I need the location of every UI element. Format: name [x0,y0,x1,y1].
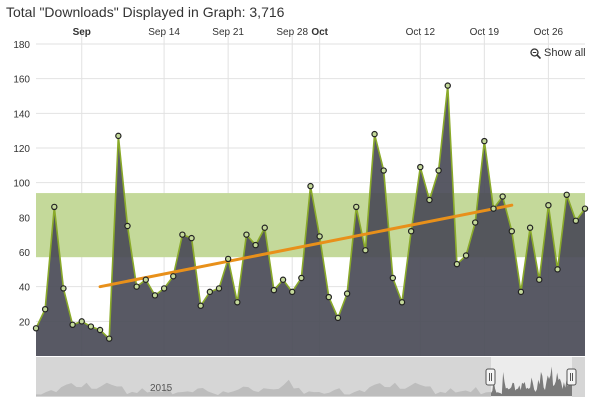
data-point[interactable] [563,191,570,198]
y-tick-label: 120 [13,144,30,155]
x-tick-label: Oct 19 [470,27,500,38]
y-axis-ticks: 20 40 60 80 100 120 140 160 180 [13,40,30,328]
data-point[interactable] [517,288,525,296]
data-point[interactable] [426,196,433,204]
data-point[interactable] [362,247,369,254]
data-point[interactable] [462,252,470,259]
x-tick-label: Oct 26 [534,27,564,38]
data-point[interactable] [398,299,406,306]
data-point[interactable] [298,274,305,282]
data-point[interactable] [261,224,268,231]
x-tick-label: Sep 28 [276,27,308,38]
data-point[interactable] [526,224,534,231]
data-point[interactable] [325,293,332,301]
data-point[interactable] [215,285,223,292]
data-point[interactable] [188,234,195,242]
data-point[interactable] [270,286,278,294]
data-point[interactable] [453,260,461,268]
x-tick-label: Oct 12 [406,27,436,38]
data-point[interactable] [353,203,360,211]
trendline-layer [98,203,514,289]
data-point[interactable] [572,217,580,224]
data-point[interactable] [41,306,49,313]
data-point[interactable] [96,326,104,334]
data-point[interactable] [343,290,351,297]
data-point[interactable] [417,163,424,171]
x-tick-label: Oct [311,27,328,38]
data-point[interactable] [160,285,168,292]
points-layer [32,82,589,342]
data-point[interactable] [444,82,451,89]
zoom-icon [530,47,541,59]
data-point[interactable] [581,205,589,212]
area-layer [35,85,586,356]
data-point[interactable] [32,325,40,332]
y-tick-label: 20 [19,317,31,328]
data-point[interactable] [105,335,113,342]
y-tick-label: 40 [19,283,31,294]
trend-line [98,203,514,289]
data-point[interactable] [371,130,378,138]
data-point[interactable] [51,203,58,211]
data-point[interactable] [170,273,177,280]
data-point[interactable] [389,274,397,282]
y-tick-label: 180 [13,40,30,51]
data-point[interactable] [234,299,241,306]
data-point[interactable] [243,231,250,238]
data-point[interactable] [133,283,140,290]
data-point[interactable] [490,205,497,212]
data-point[interactable] [115,132,122,140]
data-point[interactable] [499,193,506,200]
data-point[interactable] [151,292,159,299]
y-tick-label: 100 [13,179,30,190]
data-point[interactable] [206,288,214,296]
data-point[interactable] [124,222,131,230]
navigator-sparkline [36,366,572,396]
graph-title: Total "Downloads" Displayed in Graph: 3,… [6,4,285,20]
data-point[interactable] [334,314,342,322]
navigator-right-handle[interactable] [566,368,577,386]
series-area [36,85,585,356]
data-point[interactable] [472,219,479,226]
data-point[interactable] [87,323,95,330]
data-point[interactable] [435,167,442,174]
x-tick-label: Sep [73,27,91,38]
y-tick-label: 140 [13,109,30,120]
data-point[interactable] [69,321,76,328]
navigator-left-handle[interactable] [485,368,496,386]
navigator-year-label: 2015 [150,383,173,394]
data-point[interactable] [380,167,387,174]
y-tick-label: 80 [19,213,31,224]
data-point[interactable] [60,285,67,292]
y-tick-label: 160 [13,75,30,86]
data-point[interactable] [224,255,232,263]
show-all-label: Show all [544,47,586,59]
navigator-history-area [36,379,491,396]
data-point[interactable] [316,233,323,240]
x-tick-label: Sep 14 [148,27,180,38]
data-point[interactable] [142,276,149,283]
data-point[interactable] [545,201,552,209]
data-point[interactable] [197,302,204,309]
x-tick-label: Sep 21 [212,27,244,38]
data-point[interactable] [179,231,186,238]
data-point[interactable] [536,276,543,283]
data-point[interactable] [252,241,259,249]
data-point[interactable] [307,182,314,190]
y-tick-label: 60 [19,248,31,259]
navigator-bar[interactable]: 2015 [36,357,585,397]
data-point[interactable] [279,276,287,283]
data-point[interactable] [407,227,415,235]
show-all-button[interactable]: Show all [530,47,586,59]
data-point[interactable] [289,288,296,296]
data-point[interactable] [554,266,561,273]
data-point[interactable] [78,318,85,325]
x-axis-ticks: Sep Sep 14 Sep 21 Sep 28 Oct Oct 12 Oct 19 Oct … [73,27,564,38]
data-point[interactable] [508,227,515,235]
navigator-sparkline-area [491,366,572,396]
data-point[interactable] [481,137,488,145]
